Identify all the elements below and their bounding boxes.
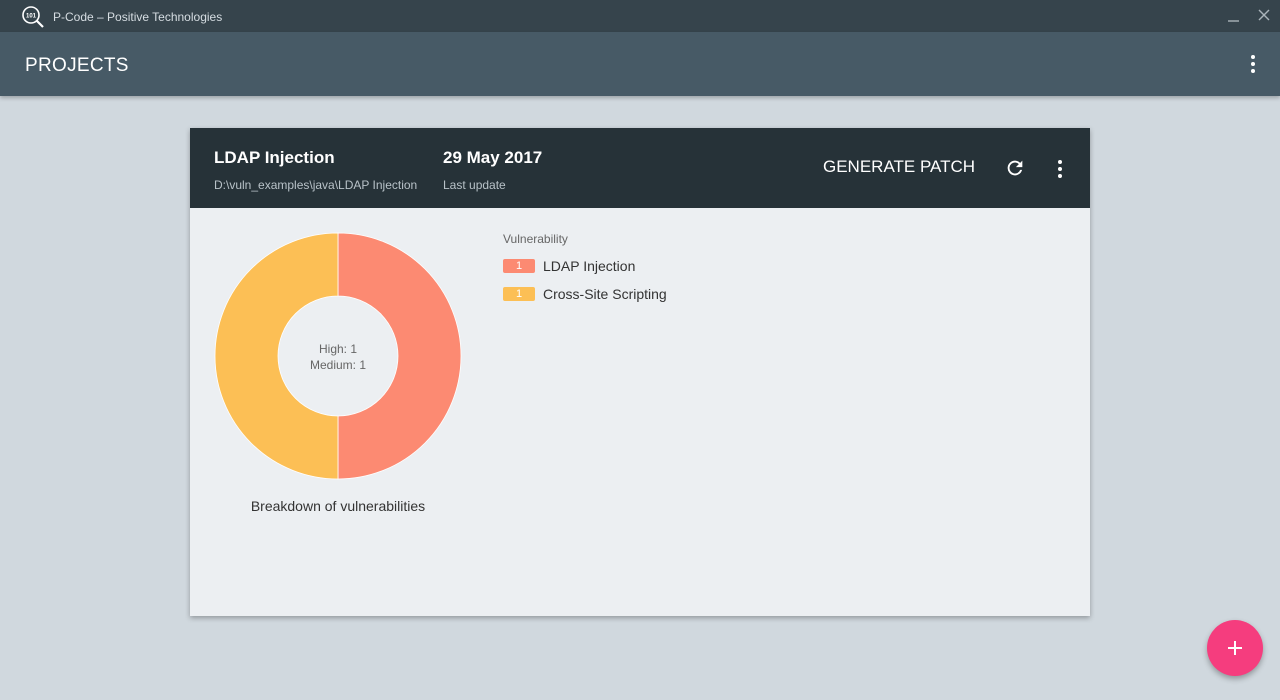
plus-icon	[1228, 641, 1242, 655]
donut-center-text: High: 1 Medium: 1	[278, 341, 398, 373]
donut-slice-cross-site-scripting[interactable]	[214, 232, 339, 480]
project-date: 29 May 2017	[443, 148, 543, 167]
project-card-header: LDAP Injection D:\vuln_examples\java\LDA…	[190, 128, 1090, 208]
legend-label: Cross-Site Scripting	[543, 286, 667, 302]
project-name[interactable]: LDAP Injection	[214, 148, 335, 167]
close-icon[interactable]	[1255, 6, 1273, 24]
legend-label: LDAP Injection	[543, 258, 636, 274]
add-project-button[interactable]	[1207, 620, 1263, 676]
refresh-icon[interactable]	[1004, 157, 1026, 179]
app-logo-text: 101	[26, 14, 37, 20]
legend-title: Vulnerability	[503, 232, 568, 246]
generate-patch-button[interactable]: GENERATE PATCH	[823, 157, 976, 176]
chart-caption: Breakdown of vulnerabilities	[250, 498, 426, 514]
donut-center-medium: Medium: 1	[309, 358, 367, 372]
legend-count-badge: 1	[503, 287, 535, 301]
project-path: D:\vuln_examples\java\LDAP Injection	[214, 178, 418, 192]
vulnerability-donut-chart	[214, 232, 462, 480]
window-title: P-Code – Positive Technologies	[53, 10, 223, 24]
donut-center-high: High: 1	[318, 342, 358, 356]
page-title: PROJECTS	[25, 55, 129, 76]
app-bar: PROJECTS	[0, 32, 1280, 96]
minimize-icon[interactable]	[1225, 6, 1243, 24]
window-titlebar: 101 P-Code – Positive Technologies	[0, 0, 1280, 32]
project-date-label: Last update	[443, 178, 506, 192]
donut-slice-ldap-injection[interactable]	[337, 232, 462, 480]
project-card: LDAP Injection D:\vuln_examples\java\LDA…	[190, 128, 1090, 616]
more-vert-icon[interactable]	[1241, 52, 1265, 76]
legend-count-badge: 1	[503, 259, 535, 273]
project-menu-icon[interactable]	[1048, 157, 1072, 181]
app-logo-icon: 101	[22, 6, 44, 28]
